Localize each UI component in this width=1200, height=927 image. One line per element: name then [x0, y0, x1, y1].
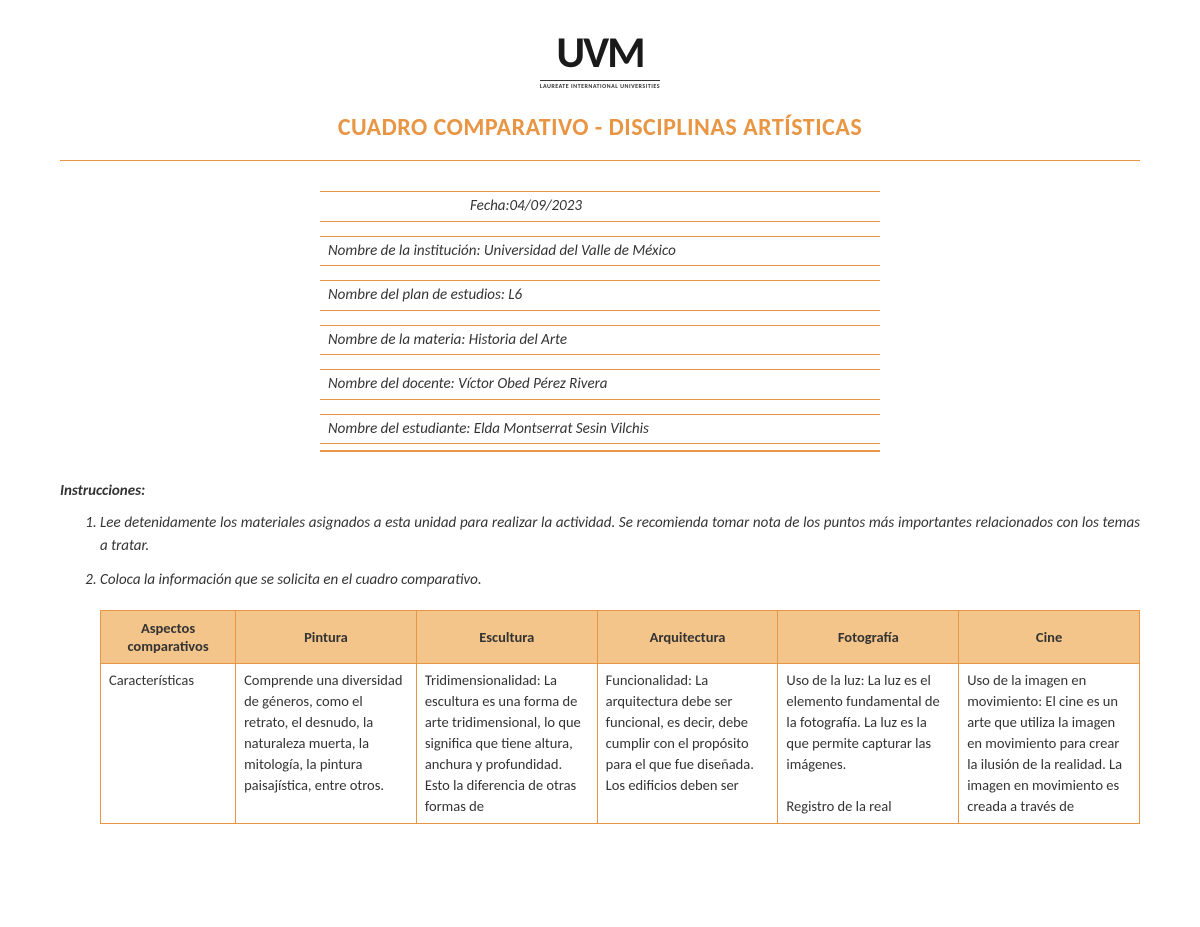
instruction-item: Lee detenidamente los materiales asignad… [100, 512, 1140, 557]
info-materia: Nombre de la materia: Historia del Arte [320, 325, 880, 356]
info-docente: Nombre del docente: Víctor Obed Pérez Ri… [320, 369, 880, 400]
info-institucion: Nombre de la institución: Universidad de… [320, 236, 880, 267]
info-estudiante: Nombre del estudiante: Elda Montserrat S… [320, 414, 880, 445]
info-spacer [320, 450, 880, 452]
table-header-row: Aspectos comparativos Pintura Escultura … [101, 610, 1140, 663]
title-divider [60, 160, 1140, 161]
header-arquitectura: Arquitectura [597, 610, 778, 663]
comparison-table-container: Aspectos comparativos Pintura Escultura … [100, 610, 1140, 824]
header-escultura: Escultura [416, 610, 597, 663]
table-row: Características Comprende una diversidad… [101, 663, 1140, 823]
comparison-table: Aspectos comparativos Pintura Escultura … [100, 610, 1140, 824]
header-pintura: Pintura [236, 610, 417, 663]
cell-fotografia: Uso de la luz: La luz es el elemento fun… [778, 663, 959, 823]
logo-main: UVM [60, 30, 1140, 74]
instruction-item: Coloca la información que se solicita en… [100, 569, 1140, 592]
cell-escultura: Tridimensionalidad: La escultura es una … [416, 663, 597, 823]
cell-arquitectura: Funcionalidad: La arquitectura debe ser … [597, 663, 778, 823]
cell-aspect: Características [101, 663, 236, 823]
info-fecha: Fecha:04/09/2023 [320, 191, 880, 222]
info-block: Fecha:04/09/2023 Nombre de la institució… [320, 191, 880, 452]
header-aspect: Aspectos comparativos [101, 610, 236, 663]
cell-cine: Uso de la imagen en movimiento: El cine … [959, 663, 1140, 823]
page-title: CUADRO COMPARATIVO - DISCIPLINAS ARTÍSTI… [60, 113, 1140, 142]
cell-pintura: Comprende una diversidad de géneros, com… [236, 663, 417, 823]
logo-block: UVM LAUREATE INTERNATIONAL UNIVERSITIES [60, 30, 1140, 93]
info-plan: Nombre del plan de estudios: L6 [320, 280, 880, 311]
instructions-label: Instrucciones: [60, 482, 1140, 500]
header-fotografia: Fotografía [778, 610, 959, 663]
logo-subtitle: LAUREATE INTERNATIONAL UNIVERSITIES [540, 80, 660, 90]
instructions-list: Lee detenidamente los materiales asignad… [100, 512, 1140, 592]
header-cine: Cine [959, 610, 1140, 663]
